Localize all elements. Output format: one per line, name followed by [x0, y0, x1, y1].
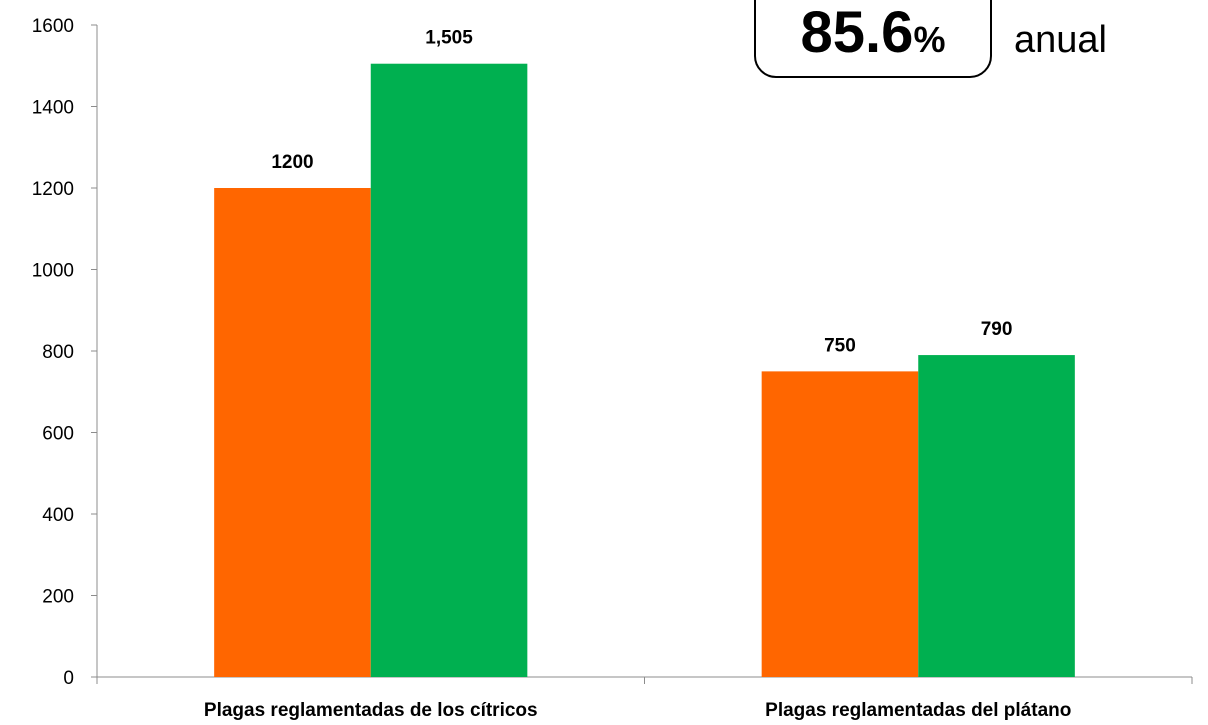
y-tick-label: 200	[42, 587, 74, 608]
bars	[214, 63, 1075, 677]
y-tick-label: 800	[42, 342, 74, 363]
bar	[370, 63, 528, 677]
data-labels: 1200 1,505 750 790	[271, 28, 1012, 357]
x-category-label: Plagas reglamentadas de los cítricos	[204, 700, 538, 721]
y-tick-label: 600	[42, 424, 74, 445]
bar	[918, 355, 1075, 677]
bar	[214, 188, 371, 677]
y-tick-label: 1400	[32, 98, 74, 119]
y-tick-label: 1000	[32, 261, 74, 282]
callout-number: 85.6	[800, 0, 914, 65]
x-category-label: Plagas reglamentadas del plátano	[765, 700, 1071, 721]
bar-value-label: 1,505	[425, 28, 473, 49]
bar-value-label: 750	[824, 335, 856, 356]
bar-value-label: 1200	[271, 152, 313, 173]
y-tick-label: 1600	[32, 16, 74, 37]
callout-suffix: anual	[1014, 19, 1107, 61]
callout-value: 85.6%	[756, 4, 990, 69]
x-axis: Plagas reglamentadas de los cítricos Plag…	[96, 676, 1193, 721]
growth-callout: 85.6%	[754, 0, 992, 78]
bar-value-label: 790	[981, 319, 1013, 340]
y-tick-label: 400	[42, 505, 74, 526]
y-tick-label: 1200	[32, 179, 74, 200]
y-tick-label: 0	[63, 668, 74, 689]
callout-unit: %	[913, 19, 946, 60]
y-axis: 0 200 400 600 800 1000 1200 1400 1600	[32, 16, 98, 689]
bar	[761, 371, 919, 677]
